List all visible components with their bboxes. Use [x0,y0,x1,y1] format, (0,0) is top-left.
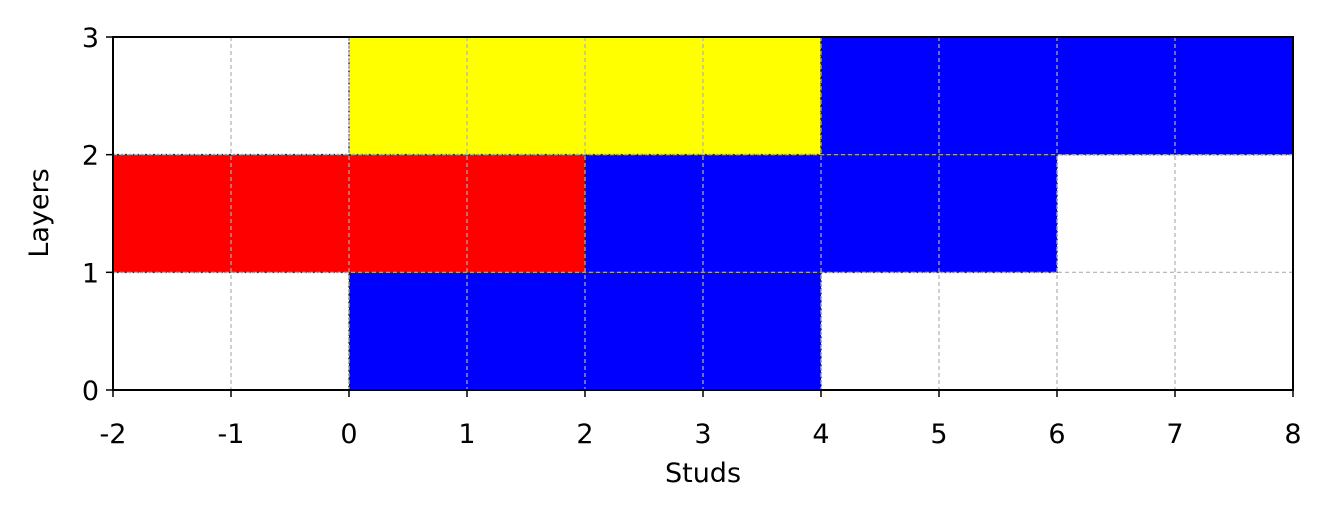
y-tick-label: 1 [82,258,99,289]
x-tick-label: 1 [458,419,475,450]
x-tick-label: 6 [1048,419,1065,450]
x-tick-label: 5 [930,419,947,450]
y-tick-label: 0 [82,376,99,407]
x-tick-label: 0 [340,419,357,450]
y-axis-label: Layers [24,168,55,257]
y-tick-label: 2 [82,141,99,172]
x-tick-label: 3 [694,419,711,450]
x-tick-label: 2 [576,419,593,450]
x-tick-label: 4 [812,419,829,450]
plot-frame [112,36,1294,391]
x-tick-label: 8 [1284,419,1301,450]
x-tick-label: -1 [218,419,245,450]
x-tick-label: -2 [100,419,127,450]
y-tick-label: 3 [82,23,99,54]
x-tick-label: 7 [1166,419,1183,450]
x-axis-label: Studs [665,458,741,489]
